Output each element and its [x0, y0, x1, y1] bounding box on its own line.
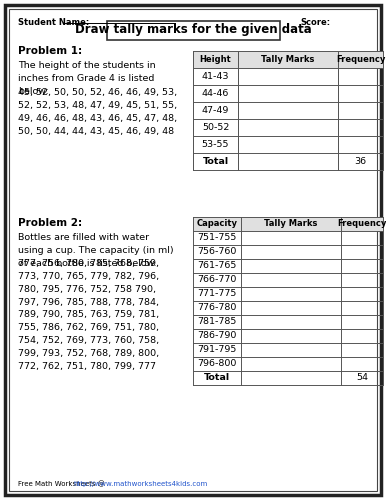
Text: 786-790: 786-790: [197, 332, 237, 340]
Text: 756-760: 756-760: [197, 248, 237, 256]
Text: 751-755: 751-755: [197, 234, 237, 242]
Text: 771-775: 771-775: [197, 290, 237, 298]
Text: 50-52: 50-52: [202, 123, 229, 132]
Text: 796-800: 796-800: [197, 360, 237, 368]
Text: Draw tally marks for the given data: Draw tally marks for the given data: [74, 24, 312, 36]
Text: 45, 52, 50, 50, 52, 46, 46, 49, 53,
52, 52, 53, 48, 47, 49, 45, 51, 55,
49, 46, : 45, 52, 50, 50, 52, 46, 46, 49, 53, 52, …: [18, 88, 177, 136]
Text: Problem 1:: Problem 1:: [18, 46, 82, 56]
Text: 36: 36: [354, 157, 367, 166]
Text: Score:: Score:: [300, 18, 330, 27]
Text: 53-55: 53-55: [202, 140, 229, 149]
Text: The height of the students in
inches from Grade 4 is listed
below:: The height of the students in inches fro…: [18, 61, 156, 96]
FancyBboxPatch shape: [107, 20, 279, 40]
Text: Student Name:: Student Name:: [18, 18, 92, 27]
Text: Frequency: Frequency: [337, 220, 386, 228]
Text: 47-49: 47-49: [202, 106, 229, 115]
Bar: [193, 217, 383, 231]
Text: 41-43: 41-43: [202, 72, 229, 81]
Text: Capacity: Capacity: [196, 220, 237, 228]
Text: http://www.mathworksheets4kids.com: http://www.mathworksheets4kids.com: [73, 481, 207, 487]
Text: 776-780: 776-780: [197, 304, 237, 312]
Bar: [193, 51, 383, 68]
Text: Height: Height: [200, 55, 231, 64]
Text: Free Math Worksheets @: Free Math Worksheets @: [18, 480, 107, 487]
Text: 44-46: 44-46: [202, 89, 229, 98]
Text: 54: 54: [356, 374, 368, 382]
Text: 781-785: 781-785: [197, 318, 237, 326]
Text: Tally Marks: Tally Marks: [261, 55, 315, 64]
Text: Problem 2:: Problem 2:: [18, 218, 82, 228]
Text: Bottles are filled with water
using a cup. The capacity (in ml)
of each bottle i: Bottles are filled with water using a cu…: [18, 233, 174, 268]
Text: 766-770: 766-770: [197, 276, 237, 284]
Text: Total: Total: [202, 157, 229, 166]
Text: 777, 756, 780, 785, 768, 759,
773, 770, 765, 779, 782, 796,
780, 795, 776, 752, : 777, 756, 780, 785, 768, 759, 773, 770, …: [18, 259, 159, 371]
Text: Tally Marks: Tally Marks: [264, 220, 318, 228]
Text: Frequency: Frequency: [336, 55, 385, 64]
Text: Total: Total: [204, 374, 230, 382]
Text: 791-795: 791-795: [197, 346, 237, 354]
Text: 761-765: 761-765: [197, 262, 237, 270]
